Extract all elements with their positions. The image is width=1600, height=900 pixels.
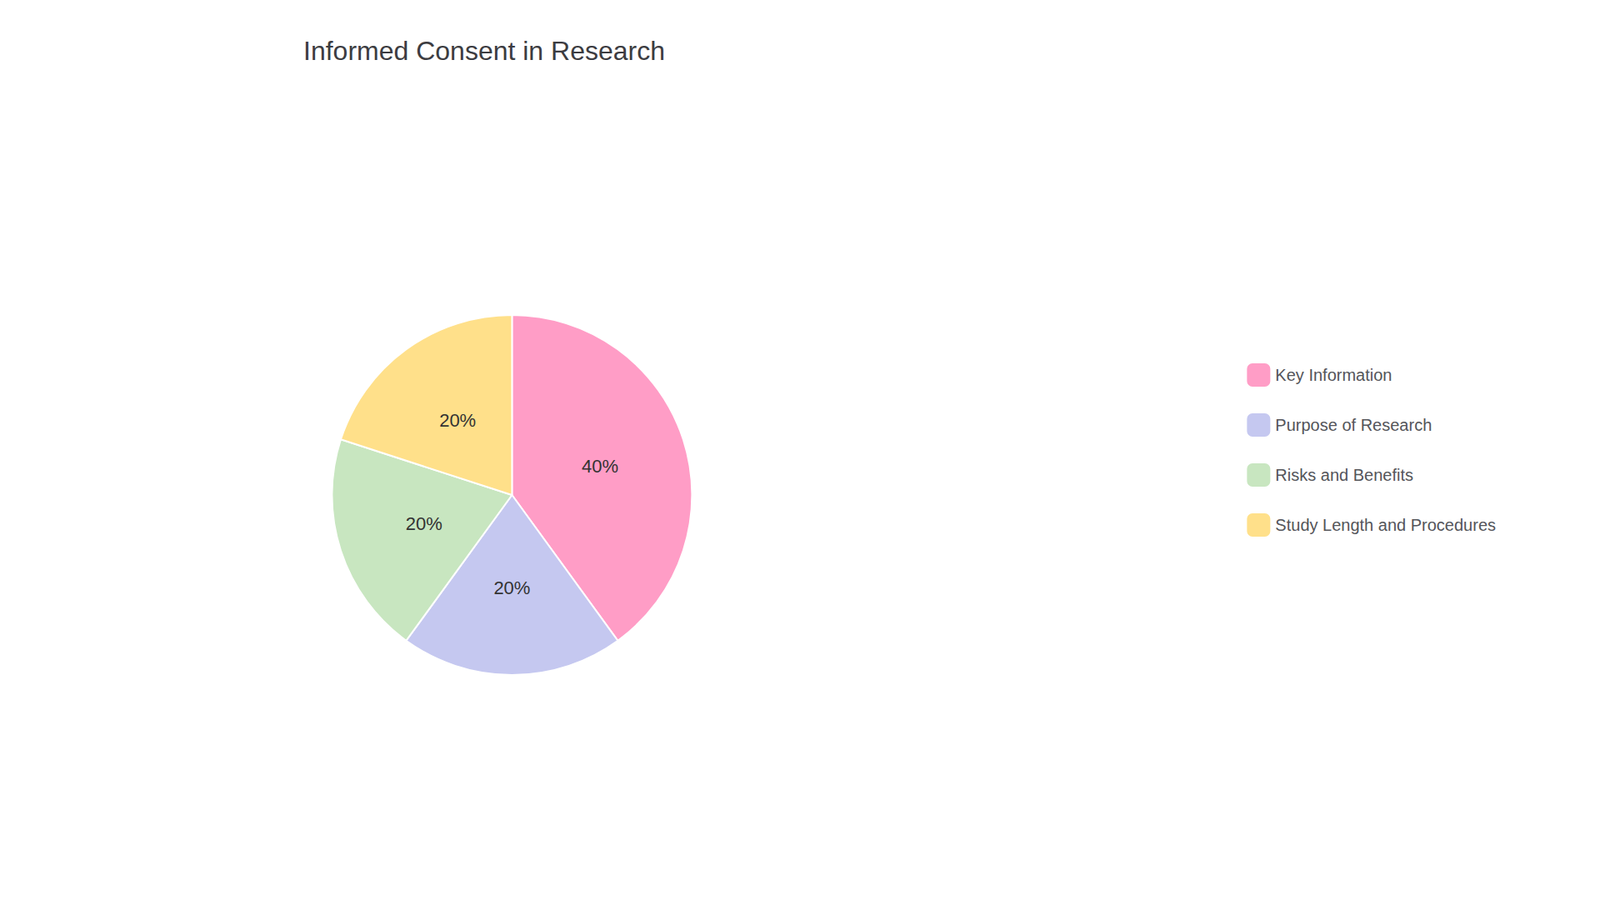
svg-text:40%: 40% xyxy=(581,455,619,477)
svg-text:Informed Consent in Research: Informed Consent in Research xyxy=(303,35,665,66)
svg-text:Key Information: Key Information xyxy=(1275,365,1392,385)
svg-text:20%: 20% xyxy=(439,410,476,431)
svg-text:20%: 20% xyxy=(405,513,443,535)
svg-text:Study Length and Procedures: Study Length and Procedures xyxy=(1275,515,1496,535)
svg-text:20%: 20% xyxy=(493,577,530,599)
svg-text:Purpose of Research: Purpose of Research xyxy=(1275,415,1432,435)
svg-text:Risks and Benefits: Risks and Benefits xyxy=(1275,465,1414,485)
